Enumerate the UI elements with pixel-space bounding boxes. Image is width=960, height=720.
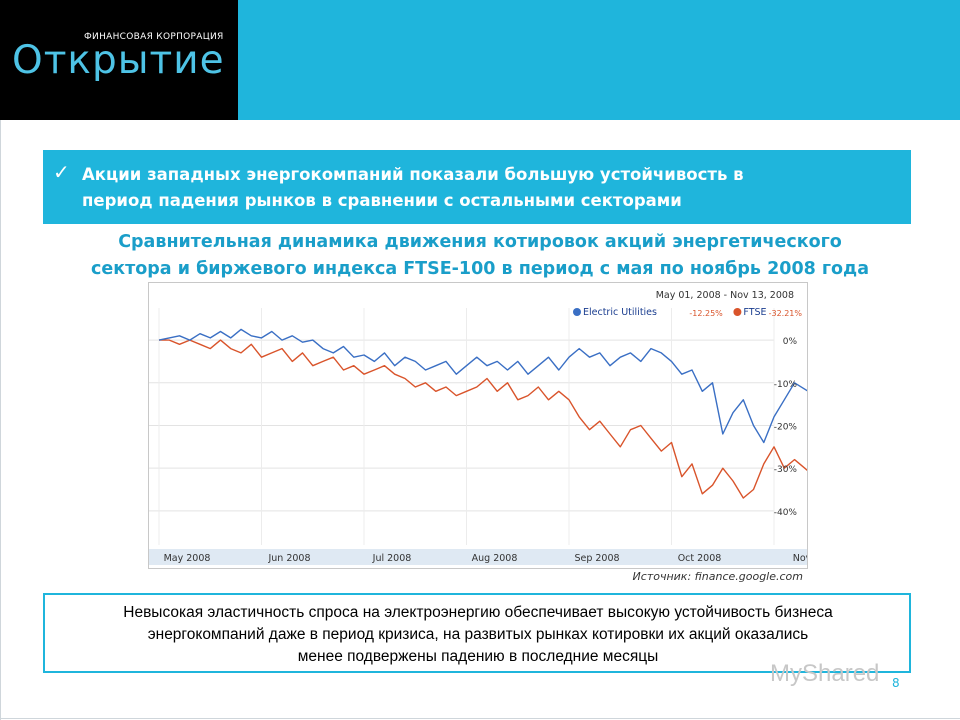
- slide-number: 8: [892, 676, 900, 690]
- y-tick-label: 0%: [783, 337, 798, 347]
- chart-subtitle: Сравнительная динамика движения котирово…: [20, 229, 940, 283]
- legend-series-change: -32.21%: [769, 309, 803, 318]
- x-tick-label: Sep 2008: [574, 553, 619, 564]
- y-tick-label: -20%: [774, 422, 798, 432]
- date-range-label: May 01, 2008 - Nov 13, 2008: [656, 290, 794, 301]
- x-tick-label: Nov: [793, 553, 807, 564]
- headline: Акции западных энергокомпаний показали б…: [82, 162, 882, 214]
- legend-series-name: Electric Utilities: [583, 307, 657, 318]
- headline-line-2: период падения рынков в сравнении с оста…: [82, 191, 682, 210]
- chart-svg: May 01, 2008 - Nov 13, 2008 0% -10% -20% -3…: [149, 290, 816, 565]
- series-line-ftse: [159, 339, 816, 499]
- checkmark-icon: ✓: [53, 160, 70, 184]
- subtitle-line-1: Сравнительная динамика движения котирово…: [118, 232, 842, 252]
- x-tick-label: Aug 2008: [472, 553, 518, 564]
- x-tick-label: Jun 2008: [267, 553, 310, 564]
- source-note: Источник: finance.google.com: [632, 570, 803, 583]
- conclusion-line-2: энергокомпаний даже в период кризиса, на…: [147, 626, 809, 643]
- headline-line-1: Акции западных энергокомпаний показали б…: [82, 165, 744, 184]
- subtitle-line-2: сектора и биржевого индекса FTSE-100 в п…: [91, 259, 869, 279]
- legend-series-name: FTSE: [743, 307, 766, 318]
- watermark: MyShared: [770, 660, 880, 687]
- x-tick-label: Jul 2008: [372, 553, 412, 564]
- logo-name: Открытие: [12, 38, 225, 83]
- headline-box: [43, 150, 911, 224]
- y-tick-label: -40%: [774, 508, 798, 518]
- logo-subtitle: ФИНАНСОВАЯ КОРПОРАЦИЯ: [84, 32, 224, 42]
- left-divider: [0, 120, 1, 720]
- conclusion-text: Невысокая эластичность спроса на электро…: [52, 602, 904, 668]
- x-axis-band: [149, 549, 807, 565]
- y-tick-label: -30%: [774, 465, 798, 475]
- legend-marker: [733, 308, 742, 316]
- bottom-divider: [0, 718, 960, 719]
- y-tick-label: -10%: [774, 380, 798, 390]
- legend-marker: [573, 308, 581, 316]
- legend-series-change: -12.25%: [689, 309, 723, 318]
- conclusion-line-1: Невысокая эластичность спроса на электро…: [123, 604, 833, 621]
- x-tick-label: Oct 2008: [678, 553, 722, 564]
- x-tick-label: May 2008: [164, 553, 211, 564]
- logo: ФИНАНСОВАЯ КОРПОРАЦИЯ Открытие: [0, 0, 238, 120]
- conclusion-box: [43, 593, 911, 673]
- chart: May 01, 2008 - Nov 13, 2008 0% -10% -20% -3…: [148, 282, 816, 569]
- series-line-electric-utilities: [158, 328, 816, 444]
- conclusion-line-3: менее подвержены падению в последние мес…: [297, 648, 659, 665]
